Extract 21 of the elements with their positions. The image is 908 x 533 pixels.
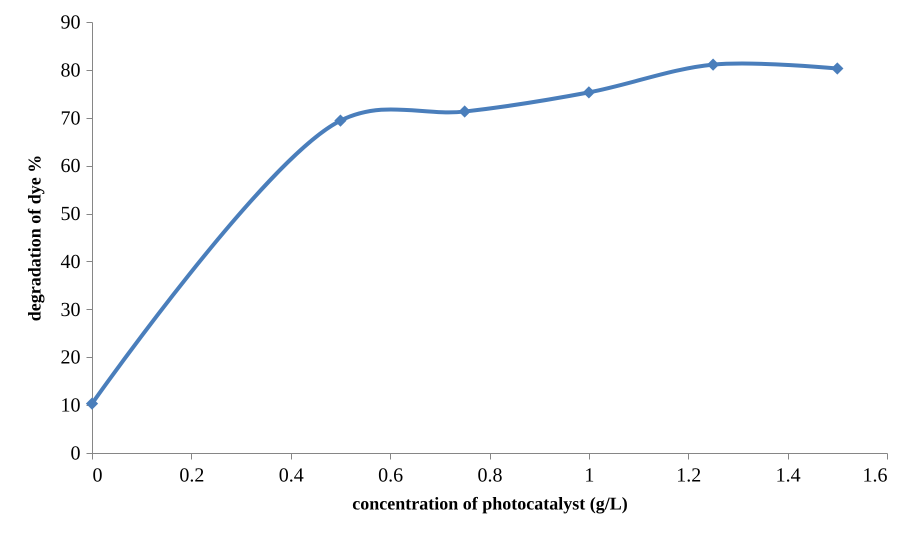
x-tick-label: 0.6 bbox=[378, 464, 404, 486]
x-axis-title: concentration of photocatalyst (g/L) bbox=[352, 494, 628, 514]
y-tick-label: 80 bbox=[60, 59, 80, 82]
y-axis-title: degradation of dye % bbox=[24, 154, 44, 322]
x-tick-label: 1.6 bbox=[862, 464, 888, 486]
y-tick-label: 0 bbox=[70, 442, 80, 464]
x-tick-label: 1.4 bbox=[776, 464, 801, 486]
y-tick-label: 70 bbox=[60, 107, 80, 130]
x-tick-label: 0 bbox=[92, 464, 102, 486]
y-tick-label: 50 bbox=[60, 203, 80, 226]
y-tick-label: 20 bbox=[60, 346, 80, 369]
x-tick-label: 0.8 bbox=[478, 464, 502, 486]
y-tick-label: 30 bbox=[60, 298, 80, 321]
y-tick-label: 10 bbox=[60, 394, 80, 417]
x-tick-label: 0.4 bbox=[278, 464, 304, 486]
y-tick-label: 60 bbox=[60, 155, 80, 178]
y-tick-label: 90 bbox=[60, 12, 80, 34]
x-tick-label: 1.2 bbox=[676, 464, 702, 486]
y-tick-label: 40 bbox=[60, 250, 80, 273]
x-tick-label: 0.2 bbox=[179, 464, 204, 486]
x-tick-label: 1 bbox=[584, 464, 594, 486]
